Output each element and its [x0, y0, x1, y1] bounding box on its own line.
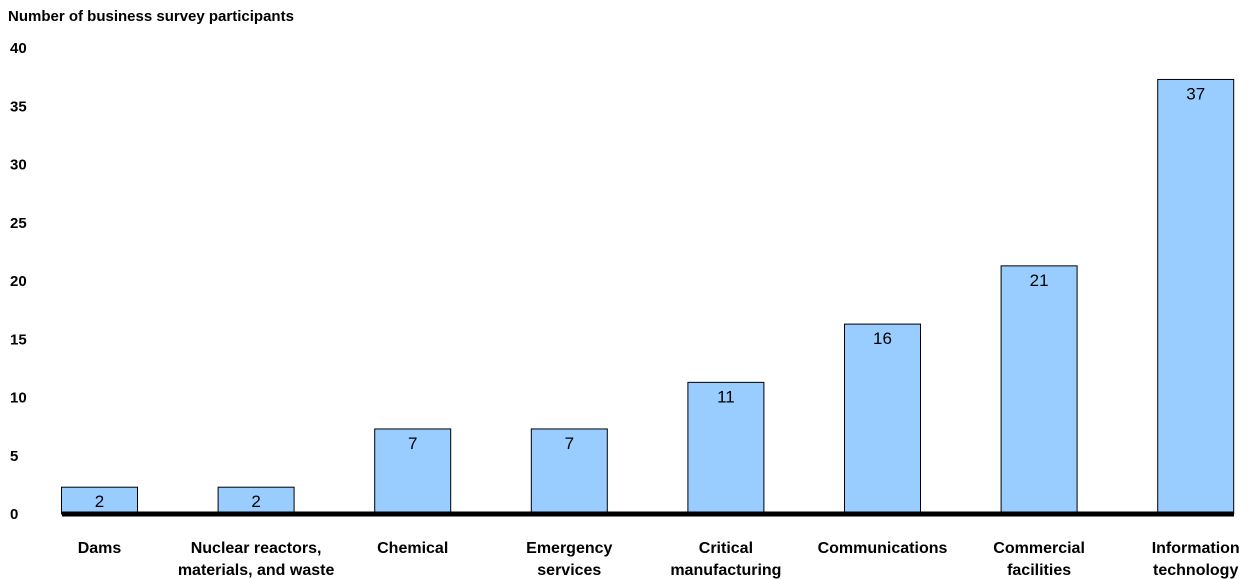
- x-category-label: Emergency: [526, 540, 612, 557]
- data-label: 7: [565, 434, 574, 453]
- x-category-label: Critical: [699, 540, 753, 557]
- x-category-label: Chemical: [377, 540, 448, 557]
- x-category-label: materials, and waste: [178, 562, 335, 579]
- bar: [1157, 78, 1235, 515]
- bar: [530, 428, 608, 515]
- y-axis-ticks: 0 5 10 15 20 25 30 35 40: [10, 40, 27, 523]
- y-tick-label: 40: [10, 40, 27, 57]
- data-labels: 2 2 7 7 11 16 21 37: [95, 84, 1205, 511]
- x-category-label: Communications: [818, 540, 948, 557]
- x-category-label: technology: [1153, 562, 1238, 579]
- bar: [217, 486, 295, 515]
- x-category-label: services: [537, 562, 601, 579]
- y-tick-label: 25: [10, 215, 27, 232]
- data-label: 7: [408, 434, 417, 453]
- x-axis-categories: Dams Nuclear reactors, materials, and wast…: [78, 540, 1240, 579]
- y-tick-label: 30: [10, 157, 27, 174]
- x-category-label: Nuclear reactors,: [191, 540, 322, 557]
- y-axis-title: Number of business survey participants: [8, 8, 294, 25]
- bar: [844, 323, 921, 515]
- x-category-label: manufacturing: [670, 562, 781, 579]
- y-tick-label: 15: [10, 331, 27, 348]
- x-category-label: Information: [1152, 540, 1240, 557]
- y-tick-label: 5: [10, 448, 18, 465]
- data-label: 2: [95, 492, 104, 511]
- x-category-label: Dams: [78, 540, 122, 557]
- data-label: 21: [1030, 271, 1049, 290]
- y-tick-label: 0: [10, 506, 18, 523]
- bar: [1000, 265, 1078, 515]
- y-tick-label: 35: [10, 98, 27, 115]
- y-tick-label: 10: [10, 390, 27, 407]
- y-tick-label: 20: [10, 273, 27, 290]
- data-label: 2: [251, 492, 260, 511]
- bars: [61, 78, 1235, 515]
- bar: [61, 486, 138, 515]
- data-label: 11: [717, 387, 735, 406]
- x-category-label: facilities: [1007, 562, 1071, 579]
- x-category-label: Commercial: [993, 540, 1085, 557]
- bar: [374, 428, 452, 515]
- data-label: 37: [1186, 84, 1205, 103]
- bar: [687, 381, 765, 515]
- data-label: 16: [873, 329, 892, 348]
